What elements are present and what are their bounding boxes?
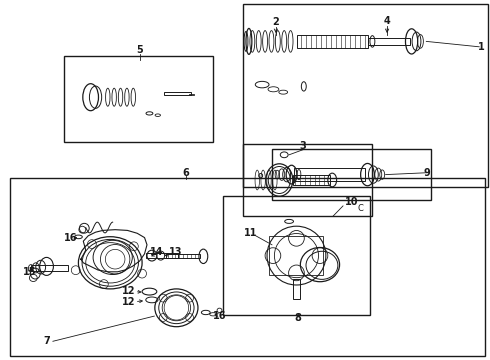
- Bar: [166, 254, 200, 258]
- Text: 7: 7: [43, 336, 50, 346]
- Text: 11: 11: [244, 228, 258, 238]
- Text: 2: 2: [272, 17, 279, 27]
- Text: 3: 3: [299, 141, 306, 151]
- Bar: [243, 4, 488, 187]
- Bar: [189, 94, 194, 95]
- Text: 5: 5: [136, 45, 143, 55]
- Bar: [294, 168, 365, 181]
- Text: 12: 12: [122, 297, 136, 307]
- Text: 8: 8: [294, 312, 301, 323]
- Text: 1: 1: [478, 42, 485, 52]
- Text: 16: 16: [213, 311, 226, 321]
- Bar: [293, 279, 300, 299]
- Text: 16: 16: [64, 233, 78, 243]
- Bar: [293, 175, 330, 185]
- Text: C: C: [357, 204, 363, 212]
- Bar: [243, 144, 372, 216]
- Text: 6: 6: [183, 168, 190, 178]
- Bar: [297, 35, 368, 48]
- Text: 12: 12: [122, 286, 136, 296]
- Bar: [272, 149, 431, 200]
- Bar: [164, 92, 191, 95]
- Text: 15: 15: [23, 267, 36, 277]
- Bar: [64, 56, 213, 142]
- Text: 10: 10: [345, 197, 359, 207]
- Bar: [270, 236, 323, 275]
- Text: 9: 9: [424, 168, 431, 178]
- Bar: [10, 178, 485, 356]
- Bar: [31, 265, 68, 271]
- Text: 13: 13: [169, 247, 182, 257]
- Bar: [223, 196, 370, 315]
- Text: 14: 14: [150, 247, 164, 257]
- Bar: [368, 38, 410, 45]
- Bar: [146, 253, 178, 258]
- Text: 4: 4: [384, 16, 391, 26]
